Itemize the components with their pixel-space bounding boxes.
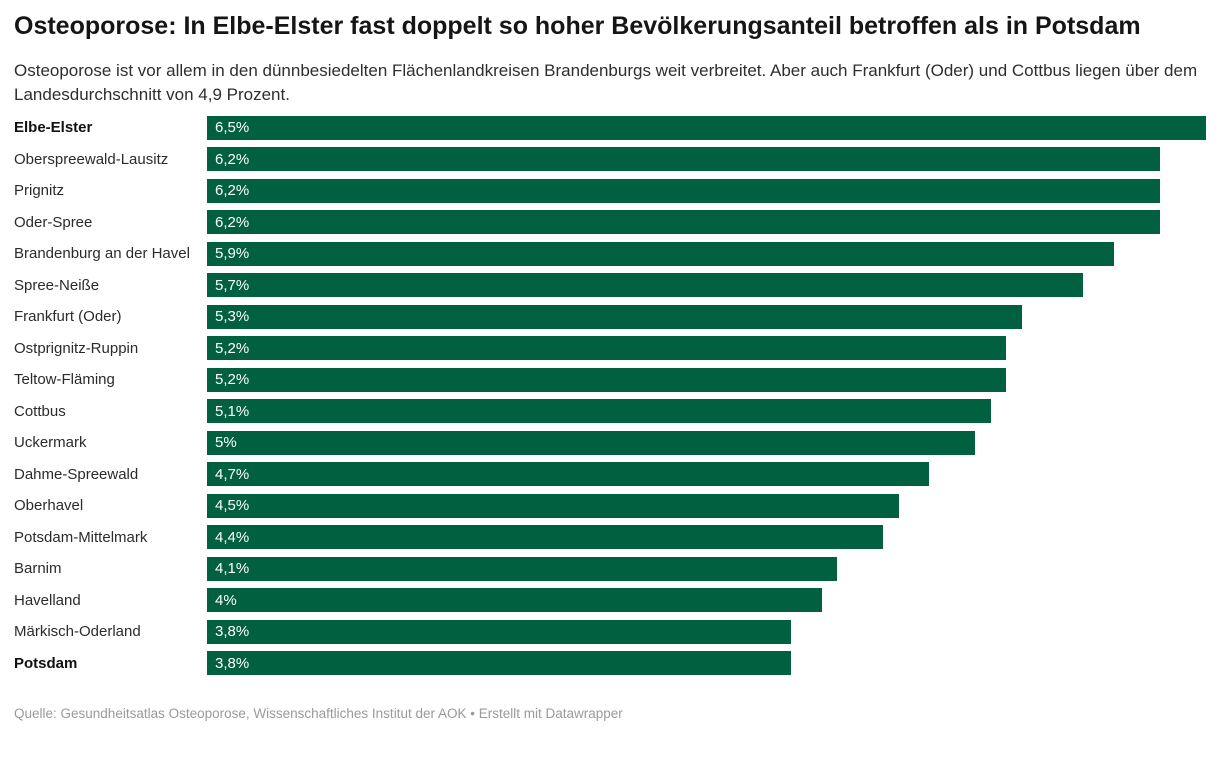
bar-track: 6,2% — [207, 210, 1206, 235]
bar-value-label: 4,4% — [215, 528, 250, 546]
row-label: Oberspreewald-Lausitz — [14, 150, 169, 168]
bar-track: 5,1% — [207, 399, 1206, 424]
bar: 6,2% — [207, 178, 1160, 203]
bar-value-label: 6,2% — [215, 150, 250, 168]
bar-value-label: 3,8% — [215, 623, 250, 641]
row-label: Barnim — [14, 560, 62, 578]
bar-track: 4% — [207, 588, 1206, 613]
bar-value-label: 6,2% — [215, 213, 250, 231]
bar: 5,2% — [207, 367, 1007, 392]
bar: 3,8% — [207, 651, 792, 676]
chart-row: Elbe-Elster 6,5% — [14, 112, 1206, 144]
chart-row: Oder-Spree 6,2% — [14, 207, 1206, 239]
bar-value-label: 6,2% — [215, 182, 250, 200]
chart-row: Barnim 4,1% — [14, 553, 1206, 585]
bar-value-label: 5% — [215, 434, 237, 452]
source-line: Quelle: Gesundheitsatlas Osteoporose, Wi… — [14, 706, 623, 721]
bar: 3,8% — [207, 619, 792, 644]
bar-value-label: 4,7% — [215, 465, 250, 483]
bar-track: 4,5% — [207, 493, 1206, 518]
row-label: Potsdam — [14, 654, 78, 672]
row-label: Prignitz — [14, 182, 65, 200]
chart-row: Spree-Neiße 5,7% — [14, 270, 1206, 302]
bar-track: 6,5% — [207, 115, 1206, 140]
chart-row: Teltow-Fläming 5,2% — [14, 364, 1206, 396]
row-label: Teltow-Fläming — [14, 371, 115, 389]
bar-track: 4,1% — [207, 556, 1206, 581]
row-label: Oder-Spree — [14, 213, 93, 231]
bar-chart: Elbe-Elster 6,5% Oberspreewald-Lausitz 6,2%… — [14, 112, 1206, 679]
chart-subtitle: Osteoporose ist vor allem in den dünnbes… — [14, 61, 1198, 104]
row-label: Dahme-Spreewald — [14, 465, 139, 483]
bar-track: 6,2% — [207, 147, 1206, 172]
bar: 4,5% — [207, 493, 899, 518]
bar: 5,9% — [207, 241, 1114, 266]
chart-row: Oberhavel 4,5% — [14, 490, 1206, 522]
bar: 6,2% — [207, 210, 1160, 235]
bar: 4,1% — [207, 556, 838, 581]
bar: 6,5% — [207, 115, 1206, 140]
chart-row: Potsdam 3,8% — [14, 648, 1206, 680]
chart-row: Uckermark 5% — [14, 427, 1206, 459]
chart-row: Cottbus 5,1% — [14, 396, 1206, 428]
chart-row: Oberspreewald-Lausitz 6,2% — [14, 144, 1206, 176]
bar-track: 5,9% — [207, 241, 1206, 266]
bar-value-label: 5,1% — [215, 402, 250, 420]
bar-track: 5,2% — [207, 367, 1206, 392]
chart-row: Prignitz 6,2% — [14, 175, 1206, 207]
row-label: Uckermark — [14, 434, 87, 452]
chart-title: Osteoporose: In Elbe-Elster fast doppelt… — [14, 12, 1141, 40]
bar-track: 3,8% — [207, 651, 1206, 676]
bar: 4% — [207, 588, 822, 613]
row-label: Elbe-Elster — [14, 119, 93, 137]
bar-value-label: 5,2% — [215, 339, 250, 357]
bar-track: 5,2% — [207, 336, 1206, 361]
bar: 4,4% — [207, 525, 884, 550]
bar-value-label: 6,5% — [215, 119, 250, 137]
chart-row: Brandenburg an der Havel 5,9% — [14, 238, 1206, 270]
bar-value-label: 4% — [215, 591, 237, 609]
bar-value-label: 4,1% — [215, 560, 250, 578]
bar: 5% — [207, 430, 976, 455]
row-label: Potsdam-Mittelmark — [14, 528, 148, 546]
bar-track: 5,7% — [207, 273, 1206, 298]
chart-row: Märkisch-Oderland 3,8% — [14, 616, 1206, 648]
row-label: Frankfurt (Oder) — [14, 308, 122, 326]
bar-track: 5,3% — [207, 304, 1206, 329]
bar: 5,1% — [207, 399, 991, 424]
bar-value-label: 5,2% — [215, 371, 250, 389]
chart-row: Frankfurt (Oder) 5,3% — [14, 301, 1206, 333]
bar-track: 6,2% — [207, 178, 1206, 203]
bar: 4,7% — [207, 462, 930, 487]
row-label: Oberhavel — [14, 497, 84, 515]
bar: 5,3% — [207, 304, 1022, 329]
row-label: Märkisch-Oderland — [14, 623, 141, 641]
bar-track: 5% — [207, 430, 1206, 455]
row-label: Brandenburg an der Havel — [14, 245, 190, 263]
row-label: Havelland — [14, 591, 81, 609]
row-label: Ostprignitz-Ruppin — [14, 339, 139, 357]
bar: 6,2% — [207, 147, 1160, 172]
bar-track: 3,8% — [207, 619, 1206, 644]
bar-value-label: 5,9% — [215, 245, 250, 263]
bar-value-label: 3,8% — [215, 654, 250, 672]
bar-track: 4,7% — [207, 462, 1206, 487]
chart-row: Havelland 4% — [14, 585, 1206, 617]
chart-row: Ostprignitz-Ruppin 5,2% — [14, 333, 1206, 365]
bar-track: 4,4% — [207, 525, 1206, 550]
row-label: Cottbus — [14, 402, 66, 420]
bar: 5,7% — [207, 273, 1084, 298]
chart-row: Dahme-Spreewald 4,7% — [14, 459, 1206, 491]
bar: 5,2% — [207, 336, 1007, 361]
bar-value-label: 5,3% — [215, 308, 250, 326]
bar-value-label: 4,5% — [215, 497, 250, 515]
chart-row: Potsdam-Mittelmark 4,4% — [14, 522, 1206, 554]
row-label: Spree-Neiße — [14, 276, 100, 294]
bar-value-label: 5,7% — [215, 276, 250, 294]
